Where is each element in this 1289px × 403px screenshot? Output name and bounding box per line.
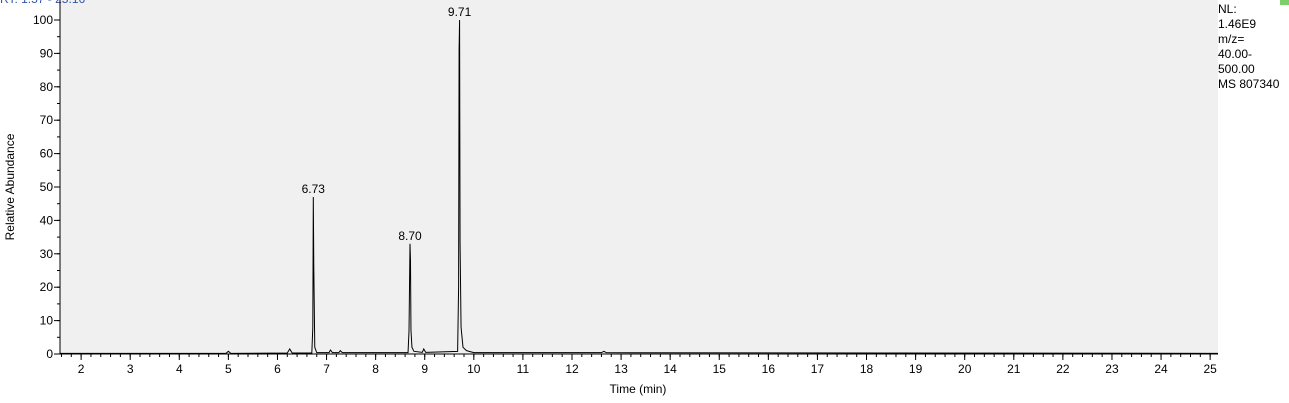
y-tick-label: 20 (40, 280, 54, 294)
x-tick-label: 9 (421, 362, 428, 376)
y-tick-label: 40 (40, 213, 54, 227)
y-tick-label: 90 (40, 46, 54, 60)
plot-area (60, 0, 1218, 354)
peak-label: 8.70 (398, 229, 422, 243)
x-tick-label: 10 (467, 362, 481, 376)
header: RT: 1.57 - 25.16 (0, 0, 85, 6)
y-tick-label: 0 (46, 347, 53, 361)
x-tick-label: 6 (274, 362, 281, 376)
x-tick-label: 7 (323, 362, 330, 376)
info-text: m/z= (1218, 32, 1244, 46)
x-tick-label: 8 (372, 362, 379, 376)
info-text: 500.00 (1218, 62, 1255, 76)
x-tick-label: 17 (811, 362, 825, 376)
status-indicator (1280, 0, 1289, 5)
x-tick-label: 20 (958, 362, 972, 376)
x-tick-label: 23 (1105, 362, 1119, 376)
y-tick-label: 30 (40, 247, 54, 261)
y-tick-label: 50 (40, 180, 54, 194)
peak-label: 6.73 (302, 182, 326, 196)
x-tick-label: 21 (1007, 362, 1021, 376)
y-tick-label: 60 (40, 147, 54, 161)
x-tick-label: 2 (78, 362, 85, 376)
y-tick-label: 10 (40, 314, 54, 328)
x-tick-label: 12 (565, 362, 579, 376)
peak-label: 9.71 (448, 5, 472, 19)
y-tick-label: 80 (40, 80, 54, 94)
x-tick-label: 22 (1056, 362, 1070, 376)
x-tick-label: 14 (663, 362, 677, 376)
y-tick-label: 100 (33, 13, 53, 27)
info-text: 40.00- (1218, 47, 1252, 61)
x-tick-label: 24 (1154, 362, 1168, 376)
x-axis-label: Time (min) (610, 382, 667, 396)
x-tick-label: 5 (225, 362, 232, 376)
x-tick-label: 15 (713, 362, 727, 376)
x-tick-label: 3 (127, 362, 134, 376)
trace (60, 19, 1219, 354)
y-axis-label: Relative Abundance (3, 133, 17, 240)
x-tick-label: 25 (1203, 362, 1217, 376)
info-text: 1.46E9 (1218, 17, 1256, 31)
x-tick-label: 13 (614, 362, 628, 376)
info-text: NL: (1218, 2, 1237, 16)
info-text: MS 807340 (1218, 77, 1280, 91)
x-tick-label: 4 (176, 362, 183, 376)
y-tick-label: 70 (40, 113, 54, 127)
x-tick-label: 16 (762, 362, 776, 376)
x-tick-label: 18 (860, 362, 874, 376)
x-tick-label: 11 (517, 362, 530, 376)
x-tick-label: 19 (909, 362, 923, 376)
